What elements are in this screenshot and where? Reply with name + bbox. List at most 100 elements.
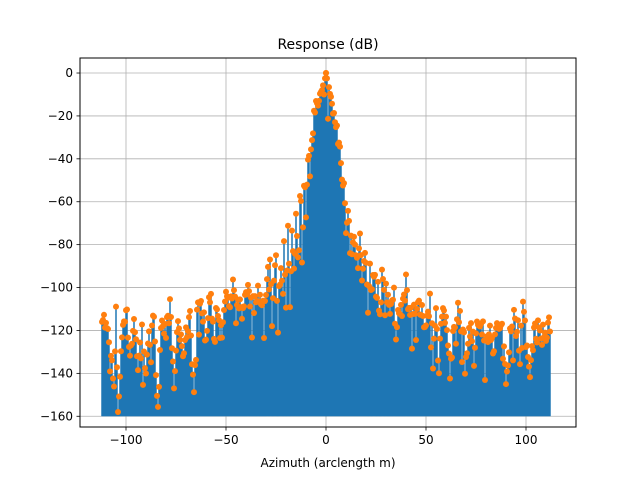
stem-marker [444,327,450,334]
stem-marker [156,383,162,390]
stem-marker [249,334,255,341]
stem-marker [526,363,532,370]
stem-marker [461,329,467,336]
stem-marker [517,361,523,368]
stem-marker [437,335,443,342]
stem-marker [149,322,155,329]
stem-marker [193,356,199,363]
stem-marker [356,245,362,252]
stem-marker [546,314,552,321]
stem-marker [262,297,268,304]
stem-marker [118,348,124,355]
stem-marker [540,321,546,328]
stem-marker [230,276,236,283]
stem-marker [315,102,321,109]
stem-marker [360,265,366,272]
stem-marker [247,303,253,310]
stem-marker [487,322,493,329]
stem-marker [196,331,202,338]
stem-marker [233,320,239,327]
stem-marker [399,313,405,320]
stem-marker [466,324,472,331]
stem-marker [275,329,281,336]
stem-marker [306,152,312,159]
stem-marker [355,265,361,272]
stem-marker [414,306,420,313]
x-tick-label: 50 [418,433,433,447]
stem-marker [459,358,465,365]
stem-marker [127,352,133,359]
stem-marker [449,354,455,361]
stem-marker [522,317,528,324]
stem-marker [112,348,118,355]
stem-marker [274,297,280,304]
stem-marker [207,299,213,306]
stem-marker [223,288,229,295]
y-tick-label: −140 [40,366,73,380]
stem-marker [152,338,158,345]
stem-marker [139,321,145,328]
stem-marker [187,308,193,315]
stem-marker [547,328,553,335]
stem-marker [267,256,273,263]
stem-marker [352,241,358,248]
stem-marker [527,374,533,381]
stem-marker [111,383,117,390]
stem-marker [110,375,116,382]
y-tick-label: −80 [48,238,73,252]
stem-marker [393,336,399,343]
x-axis-label: Azimuth (arclength m) [261,456,396,470]
stem-marker [227,304,233,311]
stem-marker [443,313,449,320]
stem-marker [343,230,349,237]
axes-frame [79,57,577,428]
stem-marker [177,336,183,343]
stem-marker [499,320,505,327]
stem-marker [320,82,326,89]
stem-marker [341,180,347,187]
stem-marker [208,290,214,297]
stem-marker [431,335,437,342]
stem-marker [419,302,425,309]
stem-marker [122,318,128,325]
stem-marker [425,308,431,315]
stem-marker [171,385,177,392]
stem-marker [266,286,272,293]
x-tick-label: −50 [213,433,238,447]
stem-marker [252,293,258,300]
stem-marker [346,217,352,224]
x-tick-label: −100 [110,433,143,447]
stem-marker [231,287,237,294]
stem-marker [544,334,550,341]
stem-marker [119,334,125,341]
stem-marker [194,306,200,313]
stem-marker [251,310,257,317]
stem-marker [520,298,526,305]
stem-marker [521,308,527,315]
stem-marker [504,368,510,375]
stem-marker [214,306,220,313]
stem-marker [137,339,143,346]
stem-marker [436,370,442,377]
stem-marker [409,345,415,352]
stem-marker [103,319,109,326]
stem-marker [480,318,486,325]
stem-marker [265,263,271,270]
stem-marker [413,336,419,343]
stem-marker [442,319,448,326]
stem-marker [334,122,340,129]
stem-marker [369,286,375,293]
stem-marker [329,100,335,107]
stem-marker [462,370,468,377]
stem-marker [337,143,343,150]
stem-marker [146,328,152,335]
stem-marker [515,317,521,324]
y-tick-label: −100 [40,281,73,295]
stem-marker [263,292,269,299]
stem-marker [220,319,226,326]
stem-marker [426,313,432,320]
stem-marker [482,376,488,383]
stem-marker [501,343,507,350]
stem-marker [457,307,463,314]
stem-marker [299,259,305,266]
